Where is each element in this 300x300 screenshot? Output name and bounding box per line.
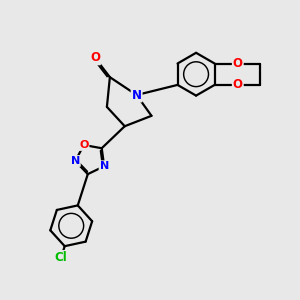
Text: N: N [70,156,80,166]
Text: O: O [233,57,243,70]
Text: O: O [90,51,100,64]
Text: N: N [132,88,142,101]
Text: O: O [233,78,243,92]
Text: O: O [79,140,88,150]
Text: Cl: Cl [55,251,68,264]
Text: N: N [100,161,109,171]
